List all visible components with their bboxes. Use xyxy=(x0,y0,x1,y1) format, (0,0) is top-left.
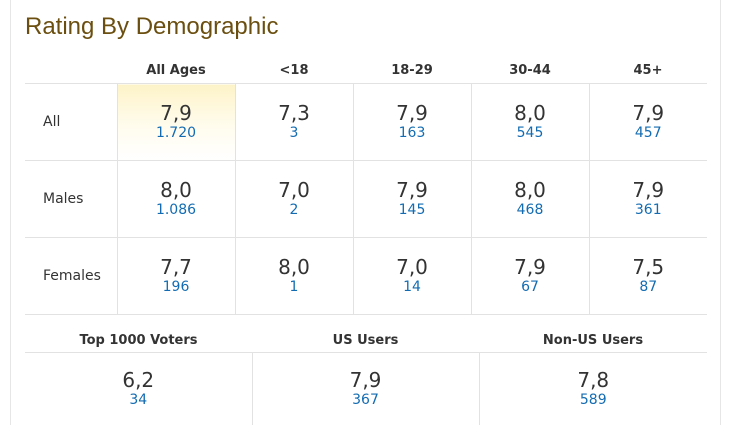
votes-link[interactable]: 545 xyxy=(516,125,544,141)
votes-link[interactable]: 196 xyxy=(162,279,190,295)
rating-value: 7,9 xyxy=(632,178,665,202)
row-label: Males xyxy=(25,160,117,238)
column-header: 18-29 xyxy=(353,58,471,84)
rating-cell: 7,9 1.720 xyxy=(116,83,235,161)
rating-cell: 8,0 545 xyxy=(470,83,589,161)
rating-cell: 7,9 67 xyxy=(470,237,589,315)
votes-link[interactable]: 163 xyxy=(398,125,426,141)
row-label: Females xyxy=(25,237,117,315)
rating-value: 7,9 xyxy=(396,178,428,202)
group-header: US Users xyxy=(252,328,479,353)
rating-value: 8,0 xyxy=(514,178,546,202)
rating-cell: 7,0 14 xyxy=(352,237,471,315)
rating-cell: 7,7 196 xyxy=(116,237,235,315)
header-row: All Ages <18 18-29 30-44 45+ xyxy=(25,58,707,84)
column-header: 30-44 xyxy=(471,58,589,84)
table-row: All 7,9 1.720 7,3 3 7,9 163 8,0 545 7,9 457 xyxy=(25,83,707,161)
votes-link[interactable]: 589 xyxy=(579,392,607,408)
demographic-panel: Rating By Demographic All Ages <18 18-29… xyxy=(10,0,721,425)
group-cell: 7,9 367 xyxy=(251,352,479,425)
rating-value: 7,9 xyxy=(160,101,192,125)
votes-link[interactable]: 367 xyxy=(352,392,379,408)
rating-value: 8,0 xyxy=(160,178,192,202)
votes-link[interactable]: 468 xyxy=(516,202,544,218)
rating-cell: 8,0 468 xyxy=(470,160,589,238)
votes-link[interactable]: 87 xyxy=(639,279,658,295)
demographic-table: All Ages <18 18-29 30-44 45+ All 7,9 1.72… xyxy=(25,58,707,315)
votes-link[interactable]: 1.720 xyxy=(155,125,197,141)
corner-cell xyxy=(25,58,117,84)
column-header: All Ages xyxy=(117,58,235,84)
votes-link[interactable]: 145 xyxy=(398,202,426,218)
rating-value: 7,7 xyxy=(160,255,192,279)
group-header: Non-US Users xyxy=(479,328,707,353)
rating-value: 8,0 xyxy=(514,101,546,125)
groups-header-row: Top 1000 Voters US Users Non-US Users xyxy=(25,328,707,353)
table-row: Males 8,0 1.086 7,0 2 7,9 145 8,0 468 7,9 361 xyxy=(25,160,707,238)
column-header: 45+ xyxy=(589,58,707,84)
votes-link[interactable]: 14 xyxy=(403,279,421,295)
rating-value: 7,9 xyxy=(349,368,382,392)
rating-value: 8,0 xyxy=(278,255,310,279)
section-title: Rating By Demographic xyxy=(25,13,279,40)
group-cell: 6,2 34 xyxy=(25,353,252,425)
votes-link[interactable]: 3 xyxy=(289,125,299,141)
rating-value: 7,0 xyxy=(278,178,310,202)
rating-cell: 7,0 2 xyxy=(234,160,353,238)
table-row: Females 7,7 196 8,0 1 7,0 14 7,9 67 7,5 87 xyxy=(25,237,707,315)
rating-cell: 7,9 457 xyxy=(588,83,707,161)
rating-cell: 7,9 163 xyxy=(352,83,471,161)
group-header: Top 1000 Voters xyxy=(25,328,252,353)
rating-cell: 8,0 1.086 xyxy=(116,160,235,238)
rating-value: 7,9 xyxy=(632,101,665,125)
row-label: All xyxy=(25,83,117,161)
column-header: <18 xyxy=(235,58,353,84)
rating-cell: 7,3 3 xyxy=(234,83,353,161)
rating-value: 7,9 xyxy=(514,255,546,279)
rating-value: 7,9 xyxy=(396,101,428,125)
rating-value: 7,8 xyxy=(577,368,610,392)
votes-link[interactable]: 457 xyxy=(634,125,662,141)
rating-value: 6,2 xyxy=(122,368,155,392)
votes-link[interactable]: 34 xyxy=(129,392,148,408)
votes-link[interactable]: 1.086 xyxy=(155,202,197,218)
rating-cell: 7,5 87 xyxy=(588,237,707,315)
votes-link[interactable]: 67 xyxy=(521,279,539,295)
votes-link[interactable]: 361 xyxy=(634,202,662,218)
rating-value: 7,5 xyxy=(632,255,665,279)
votes-link[interactable]: 2 xyxy=(289,202,299,218)
voter-groups-table: Top 1000 Voters US Users Non-US Users 6,… xyxy=(25,328,707,425)
rating-cell: 7,9 145 xyxy=(352,160,471,238)
group-cell: 7,8 589 xyxy=(478,352,707,425)
rating-cell: 7,9 361 xyxy=(588,160,707,238)
rating-value: 7,3 xyxy=(278,101,310,125)
votes-link[interactable]: 1 xyxy=(289,279,299,295)
groups-row: 6,2 34 7,9 367 7,8 589 xyxy=(25,352,707,425)
rating-value: 7,0 xyxy=(396,255,428,279)
rating-cell: 8,0 1 xyxy=(234,237,353,315)
